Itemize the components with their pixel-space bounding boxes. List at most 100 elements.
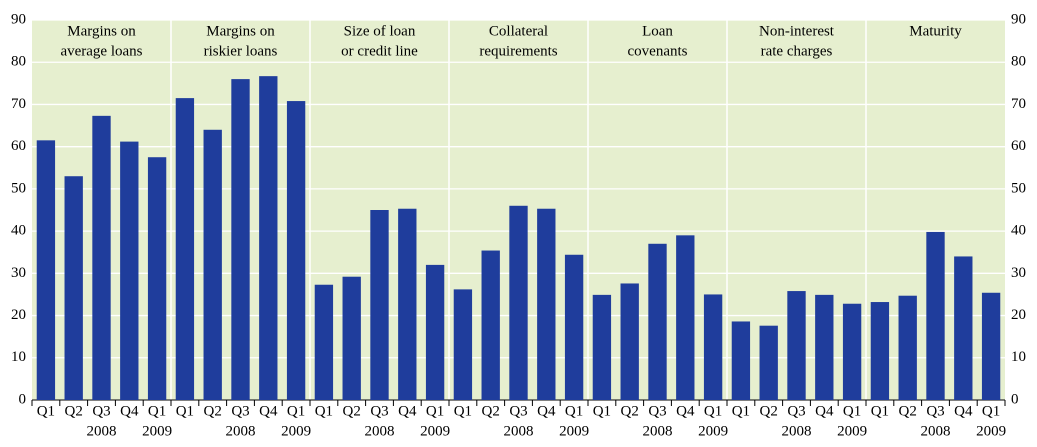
group-title: riskier loans [204,43,278,59]
x-tick-label: Q2 [65,403,83,419]
bar [676,235,695,400]
bar [592,294,612,400]
bar [842,303,862,400]
bar [703,294,723,400]
x-tick-label: Q4 [676,403,695,419]
y-tick-label: 30 [11,265,26,281]
bar [147,157,167,400]
x-tick-label: Q4 [954,403,973,419]
x-tick-label: Q1 [315,403,333,419]
y2-tick-label: 0 [1011,391,1019,407]
x-tick-label: Q4 [120,403,139,419]
y2-tick-label: 50 [1011,180,1026,196]
x-tick-label: Q1 [426,403,444,419]
bar [314,284,334,400]
bar [425,264,445,400]
bar [954,256,973,400]
x-tick-label: Q1 [37,403,55,419]
bar [342,276,361,400]
bar [759,325,778,400]
x-tick-label: Q2 [899,403,917,419]
group-title: Size of loan [344,23,416,39]
y-tick-label: 90 [11,11,26,27]
x-year-label: 2008 [226,423,256,439]
x-year-label: 2009 [142,423,172,439]
x-tick-label: Q1 [454,403,472,419]
bar [64,176,83,400]
x-year-label: 2008 [87,423,117,439]
x-tick-label: Q2 [621,403,639,419]
x-tick-label: Q3 [370,403,388,419]
bar [648,243,667,400]
x-tick-label: Q1 [287,403,305,419]
x-tick-label: Q3 [92,403,110,419]
y-tick-label: 70 [11,96,26,112]
group-title: or credit line [341,43,418,59]
x-tick-label: Q1 [593,403,611,419]
x-tick-label: Q3 [509,403,527,419]
group-title: Collateral [489,23,548,39]
group-title: average loans [60,43,142,59]
bar [175,98,195,400]
x-year-label: 2008 [643,423,673,439]
y-tick-label: 80 [11,54,26,70]
x-year-label: 2009 [837,423,867,439]
y2-tick-label: 40 [1011,223,1026,239]
x-tick-label: Q1 [565,403,583,419]
x-tick-label: Q3 [787,403,805,419]
x-tick-label: Q3 [648,403,666,419]
bar [509,205,528,400]
x-tick-label: Q4 [259,403,278,419]
y-tick-label: 0 [19,391,27,407]
y-tick-label: 20 [11,307,26,323]
bar [203,129,222,400]
bar [398,208,417,400]
x-year-label: 2008 [782,423,812,439]
bar [231,79,250,400]
bar [120,141,139,400]
group-title: requirements [479,43,557,59]
group-title: Margins on [206,23,275,39]
bar [620,283,639,400]
bar [787,291,806,400]
y-tick-label: 60 [11,138,26,154]
x-tick-label: Q1 [732,403,750,419]
x-year-label: 2008 [921,423,951,439]
y2-tick-label: 70 [1011,96,1026,112]
group-title: Maturity [909,23,962,39]
x-year-label: 2008 [504,423,534,439]
x-year-label: 2009 [976,423,1006,439]
y-tick-label: 40 [11,223,26,239]
x-tick-label: Q4 [815,403,834,419]
bar [926,231,945,400]
x-year-label: 2009 [281,423,311,439]
x-tick-label: Q2 [343,403,361,419]
x-year-label: 2009 [698,423,728,439]
bar [898,295,917,400]
bar [731,321,751,400]
x-tick-label: Q2 [760,403,778,419]
x-tick-label: Q4 [398,403,417,419]
bar [286,101,306,401]
y-tick-label: 10 [11,349,26,365]
group-title: Margins on [67,23,136,39]
x-tick-label: Q2 [204,403,222,419]
x-year-label: 2008 [365,423,395,439]
bar [92,115,111,400]
group-title: Loan [642,23,673,39]
bar [370,210,389,400]
group-title: Non-interest [759,23,835,39]
x-tick-label: Q1 [704,403,722,419]
x-tick-label: Q1 [176,403,194,419]
bar [870,302,890,400]
y2-tick-label: 60 [1011,138,1026,154]
x-year-label: 2009 [420,423,450,439]
bar [259,76,278,401]
x-tick-label: Q2 [482,403,500,419]
y-tick-label: 50 [11,180,26,196]
y2-tick-label: 80 [1011,54,1026,70]
bar [564,254,584,400]
y2-tick-label: 10 [1011,349,1026,365]
x-tick-label: Q1 [843,403,861,419]
